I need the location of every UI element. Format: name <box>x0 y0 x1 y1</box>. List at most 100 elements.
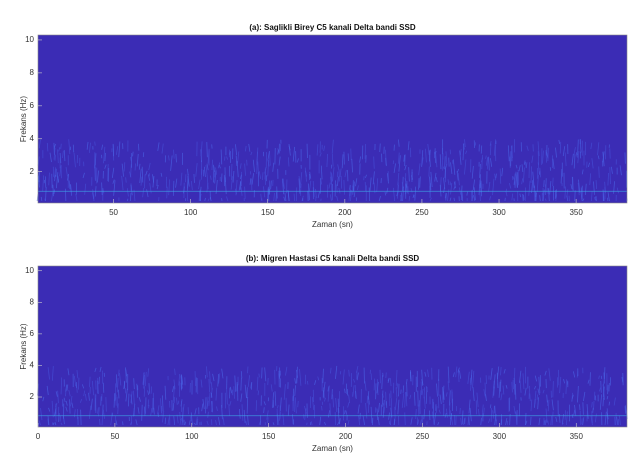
texture-stroke <box>292 388 294 401</box>
texture-stroke <box>501 167 504 177</box>
texture-stroke <box>282 178 285 195</box>
texture-stroke <box>489 143 492 156</box>
texture-stroke <box>272 392 274 408</box>
texture-stroke <box>62 150 64 159</box>
texture-stroke <box>73 375 77 387</box>
texture-stroke <box>489 141 492 146</box>
texture-stroke <box>293 193 296 202</box>
texture-stroke <box>262 186 266 198</box>
texture-stroke <box>196 418 199 426</box>
texture-stroke <box>496 372 499 388</box>
texture-stroke <box>483 407 485 417</box>
texture-stroke <box>330 176 333 192</box>
texture-stroke <box>388 412 390 420</box>
texture-stroke <box>86 141 89 150</box>
texture-stroke <box>89 376 91 388</box>
texture-stroke <box>531 180 534 193</box>
texture-stroke <box>226 156 228 160</box>
texture-stroke <box>54 408 57 417</box>
texture-stroke <box>51 192 54 202</box>
texture-stroke <box>206 366 208 378</box>
texture-stroke <box>552 158 555 170</box>
texture-stroke <box>288 145 291 151</box>
texture-stroke <box>49 152 52 163</box>
texture-stroke <box>535 192 538 202</box>
spectrogram-texture <box>37 365 628 426</box>
texture-stroke <box>499 168 502 184</box>
texture-stroke <box>211 401 214 413</box>
texture-stroke <box>448 402 451 417</box>
texture-stroke <box>473 195 476 202</box>
texture-stroke <box>510 145 513 159</box>
texture-stroke <box>500 367 502 376</box>
texture-stroke <box>282 181 284 187</box>
texture-stroke <box>144 174 146 189</box>
texture-stroke <box>609 167 611 185</box>
texture-stroke <box>559 376 562 394</box>
texture-stroke <box>82 172 85 179</box>
texture-stroke <box>97 170 99 183</box>
texture-stroke <box>269 151 271 166</box>
texture-stroke <box>530 399 533 412</box>
texture-stroke <box>599 394 603 410</box>
texture-stroke <box>420 381 423 396</box>
texture-stroke <box>525 420 528 426</box>
texture-stroke <box>579 139 582 153</box>
texture-stroke <box>468 399 471 414</box>
texture-stroke <box>60 422 63 426</box>
texture-stroke <box>67 368 70 376</box>
texture-stroke <box>597 155 600 160</box>
texture-stroke <box>244 186 246 199</box>
texture-stroke <box>398 139 400 147</box>
texture-stroke <box>348 394 351 404</box>
y-tick-label: 8 <box>30 68 35 77</box>
texture-stroke <box>244 163 246 176</box>
texture-stroke <box>172 180 175 196</box>
texture-stroke <box>444 156 446 170</box>
texture-stroke <box>293 395 295 413</box>
texture-stroke <box>238 409 241 419</box>
texture-stroke <box>328 182 331 189</box>
texture-stroke <box>444 167 446 179</box>
texture-stroke <box>229 387 231 399</box>
texture-stroke <box>329 194 332 202</box>
texture-stroke <box>577 139 579 156</box>
texture-stroke <box>266 410 269 420</box>
texture-stroke <box>470 369 473 385</box>
texture-stroke <box>204 197 206 202</box>
texture-stroke <box>217 374 219 387</box>
texture-stroke <box>519 380 522 393</box>
texture-stroke <box>593 197 596 201</box>
texture-stroke <box>310 421 313 426</box>
texture-stroke <box>238 181 242 191</box>
texture-stroke <box>319 152 322 157</box>
texture-stroke <box>572 371 576 378</box>
x-tick-label: 300 <box>492 208 506 217</box>
texture-stroke <box>249 178 252 185</box>
texture-stroke <box>170 155 173 171</box>
texture-stroke <box>616 416 619 426</box>
texture-stroke <box>514 384 517 400</box>
texture-stroke <box>147 390 150 395</box>
texture-stroke <box>348 185 351 201</box>
chart-title: (b): Migren Hastasi C5 kanali Delta band… <box>246 254 420 263</box>
texture-stroke <box>532 178 534 191</box>
texture-stroke <box>429 197 432 202</box>
texture-stroke <box>190 412 193 426</box>
texture-stroke <box>429 149 431 162</box>
texture-stroke <box>582 417 585 426</box>
texture-stroke <box>423 409 426 420</box>
texture-stroke <box>283 384 286 400</box>
texture-stroke <box>459 149 462 156</box>
texture-stroke <box>294 397 297 414</box>
texture-stroke <box>460 185 463 201</box>
texture-stroke <box>51 366 54 381</box>
texture-stroke <box>595 180 598 190</box>
texture-stroke <box>97 407 99 414</box>
texture-stroke <box>576 371 579 378</box>
texture-stroke <box>57 149 59 164</box>
texture-stroke <box>465 150 468 154</box>
texture-stroke <box>65 406 68 412</box>
texture-stroke <box>287 404 290 416</box>
texture-stroke <box>587 379 590 384</box>
